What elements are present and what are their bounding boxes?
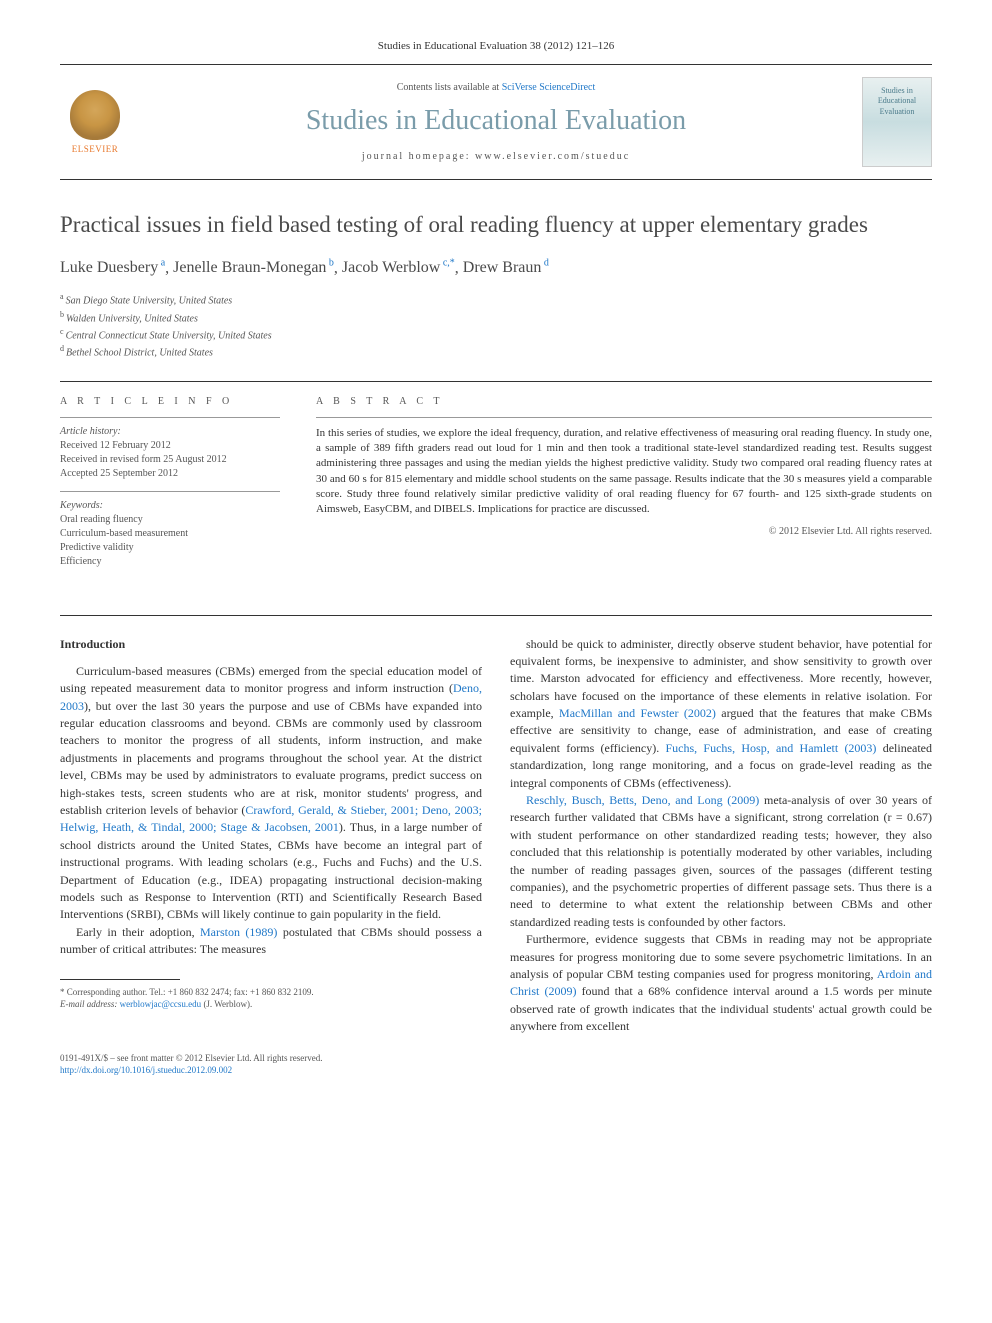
article-history-heading: Article history: xyxy=(60,417,280,437)
article-history-text: Received 12 February 2012Received in rev… xyxy=(60,439,280,481)
body-paragraph: Furthermore, evidence suggests that CBMs… xyxy=(510,931,932,1035)
introduction-heading: Introduction xyxy=(60,636,482,653)
author: Luke Duesbery a xyxy=(60,259,165,276)
citation[interactable]: Deno, 2003 xyxy=(60,681,482,712)
email-label: E-mail address: xyxy=(60,999,120,1009)
header-center: Contents lists available at SciVerse Sci… xyxy=(146,82,846,162)
footnotes: * Corresponding author. Tel.: +1 860 832… xyxy=(60,986,482,1011)
author: Jenelle Braun-Monegan b xyxy=(173,259,334,276)
article-info-column: A R T I C L E I N F O Article history: R… xyxy=(60,396,280,579)
contents-available-line: Contents lists available at SciVerse Sci… xyxy=(146,82,846,93)
body-columns: Introduction Curriculum-based measures (… xyxy=(60,615,932,1036)
homepage-prefix: journal homepage: xyxy=(362,151,475,162)
abstract-column: A B S T R A C T In this series of studie… xyxy=(316,396,932,579)
journal-header: ELSEVIER Contents lists available at Sci… xyxy=(60,64,932,180)
keywords-text: Oral reading fluencyCurriculum-based mea… xyxy=(60,513,280,569)
contents-prefix: Contents lists available at xyxy=(397,82,502,93)
author-affiliation-sup: c,* xyxy=(440,258,454,269)
journal-homepage-line: journal homepage: www.elsevier.com/stued… xyxy=(146,151,846,162)
body-left-column: Introduction Curriculum-based measures (… xyxy=(60,636,482,1036)
body-paragraph: Reschly, Busch, Betts, Deno, and Long (2… xyxy=(510,792,932,931)
citation[interactable]: Fuchs, Fuchs, Hosp, and Hamlett (2003) xyxy=(666,741,877,755)
elsevier-label: ELSEVIER xyxy=(72,144,119,154)
citation[interactable]: Crawford, Gerald, & Stieber, 2001; Deno,… xyxy=(60,803,482,834)
footnote-divider xyxy=(60,979,180,980)
elsevier-logo: ELSEVIER xyxy=(60,82,130,162)
body-right-column: should be quick to administer, directly … xyxy=(510,636,932,1036)
abstract-text: In this series of studies, we explore th… xyxy=(316,417,932,518)
article-title: Practical issues in field based testing … xyxy=(60,210,932,240)
journal-cover-thumbnail: Studies in Educational Evaluation xyxy=(862,77,932,167)
corresponding-author-note: * Corresponding author. Tel.: +1 860 832… xyxy=(60,986,482,999)
abstract-copyright: © 2012 Elsevier Ltd. All rights reserved… xyxy=(316,526,932,537)
email-suffix: (J. Werblow). xyxy=(201,999,252,1009)
cover-thumb-text: Studies in Educational Evaluation xyxy=(867,86,927,117)
journal-title: Studies in Educational Evaluation xyxy=(146,105,846,137)
abstract-heading: A B S T R A C T xyxy=(316,396,932,407)
homepage-url[interactable]: www.elsevier.com/stueduc xyxy=(475,151,630,162)
citation[interactable]: MacMillan and Fewster (2002) xyxy=(559,706,716,720)
author-affiliation-sup: b xyxy=(326,258,334,269)
citation[interactable]: Reschly, Busch, Betts, Deno, and Long (2… xyxy=(526,793,759,807)
author-affiliation-sup: d xyxy=(541,258,549,269)
author: Drew Braun d xyxy=(463,259,549,276)
bottom-matter: 0191-491X/$ – see front matter © 2012 El… xyxy=(60,1052,932,1077)
body-paragraph: Curriculum-based measures (CBMs) emerged… xyxy=(60,663,482,924)
affiliation-line: c Central Connecticut State University, … xyxy=(60,326,932,343)
author-list: Luke Duesbery a, Jenelle Braun-Monegan b… xyxy=(60,258,932,277)
corresponding-email[interactable]: werblowjac@ccsu.edu xyxy=(120,999,202,1009)
front-matter-line: 0191-491X/$ – see front matter © 2012 El… xyxy=(60,1052,932,1065)
elsevier-tree-icon xyxy=(70,90,120,140)
author: Jacob Werblow c,* xyxy=(342,259,455,276)
affiliation-line: b Walden University, United States xyxy=(60,309,932,326)
body-paragraph: should be quick to administer, directly … xyxy=(510,636,932,793)
author-affiliation-sup: a xyxy=(158,258,165,269)
affiliations: a San Diego State University, United Sta… xyxy=(60,291,932,360)
affiliation-line: d Bethel School District, United States xyxy=(60,343,932,360)
keywords-heading: Keywords: xyxy=(60,491,280,511)
doi-link[interactable]: http://dx.doi.org/10.1016/j.stueduc.2012… xyxy=(60,1065,232,1075)
info-abstract-row: A R T I C L E I N F O Article history: R… xyxy=(60,382,932,579)
email-line: E-mail address: werblowjac@ccsu.edu (J. … xyxy=(60,998,482,1011)
affiliation-line: a San Diego State University, United Sta… xyxy=(60,291,932,308)
citation[interactable]: Marston (1989) xyxy=(200,925,277,939)
article-info-heading: A R T I C L E I N F O xyxy=(60,396,280,407)
body-paragraph: Early in their adoption, Marston (1989) … xyxy=(60,924,482,959)
journal-reference: Studies in Educational Evaluation 38 (20… xyxy=(60,40,932,52)
sciencedirect-link[interactable]: SciVerse ScienceDirect xyxy=(502,82,596,93)
citation[interactable]: Ardoin and Christ (2009) xyxy=(510,967,932,998)
